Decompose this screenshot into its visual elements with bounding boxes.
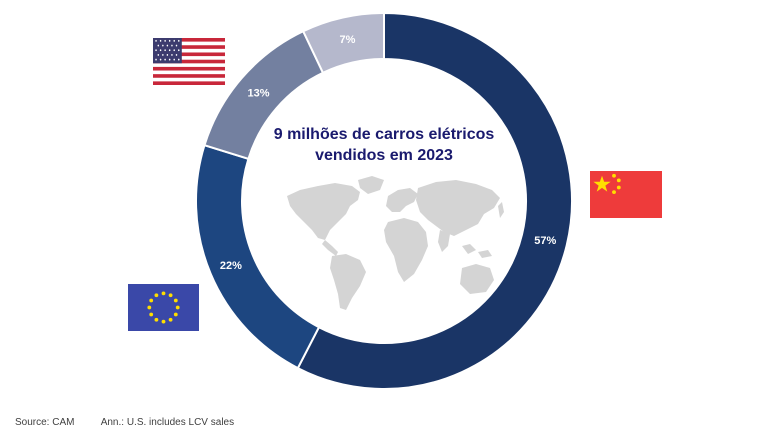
slice-china — [296, 11, 573, 390]
annotation-note: Ann.: U.S. includes LCV sales — [100, 417, 235, 428]
chart-title-line-1: 9 milhões de carros elétricos — [274, 126, 495, 143]
slice-other — [301, 11, 385, 75]
eu-flag-icon — [128, 284, 199, 331]
slice-eu — [195, 143, 321, 370]
chart-title-line-2: vendidos em 2023 — [315, 147, 453, 164]
world-map-icon — [287, 176, 506, 310]
slice-label-eu: 22% — [220, 260, 242, 272]
footer: Source: CAM Ann.: U.S. includes LCV sale… — [15, 417, 258, 428]
slice-label-china: 57% — [534, 235, 556, 247]
source-note: Source: CAM — [15, 417, 75, 428]
china-flag-icon — [590, 171, 662, 218]
slice-label-other: 7% — [339, 34, 355, 46]
slice-label-us: 13% — [248, 87, 270, 99]
us-flag-icon — [153, 38, 225, 85]
